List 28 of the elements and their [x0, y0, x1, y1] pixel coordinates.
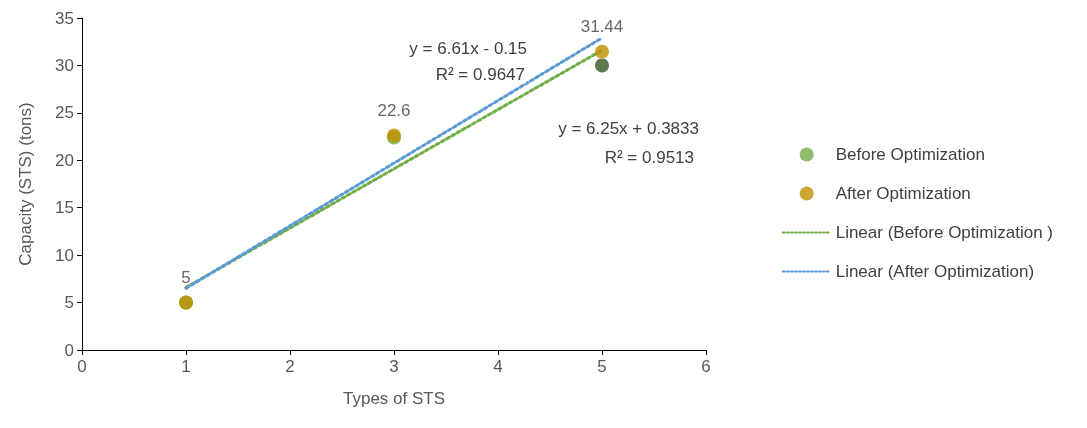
annotation: R² = 0.9513	[604, 147, 694, 167]
y-tick-label: 30	[55, 55, 74, 75]
x-tick-label: 1	[181, 357, 191, 376]
x-tick-label: 5	[597, 357, 607, 376]
annotation: y = 6.25x + 0.3833	[558, 118, 699, 138]
y-tick-label: 35	[55, 8, 74, 28]
x-tick-label: 2	[285, 357, 295, 376]
legend-label: Linear (After Optimization)	[835, 262, 1035, 281]
data-label: 5	[181, 267, 191, 287]
x-tick-label: 4	[493, 357, 503, 376]
data-label: 22.6	[377, 100, 411, 120]
legend-label: Linear (Before Optimization )	[835, 223, 1054, 242]
y-tick-label: 0	[64, 340, 74, 360]
y-tick-label: 10	[55, 245, 74, 265]
data-label: 31.44	[580, 16, 624, 36]
x-tick-label: 6	[701, 357, 711, 376]
x-axis-title: Types of STS	[342, 389, 446, 408]
y-tick-label: 20	[55, 150, 74, 170]
x-tick-label: 0	[77, 357, 87, 376]
y-tick-label: 5	[64, 293, 74, 313]
legend-label: After Optimization	[835, 184, 971, 203]
legend-label: Before Optimization	[835, 145, 985, 164]
x-tick-label: 3	[389, 357, 399, 376]
annotation: R² = 0.9647	[435, 64, 525, 84]
annotation: y = 6.61x - 0.15	[409, 38, 527, 58]
y-axis-title: Capacity (STS) (tons)	[16, 102, 35, 266]
y-tick-label: 15	[55, 198, 74, 218]
y-tick-label: 25	[55, 103, 74, 123]
